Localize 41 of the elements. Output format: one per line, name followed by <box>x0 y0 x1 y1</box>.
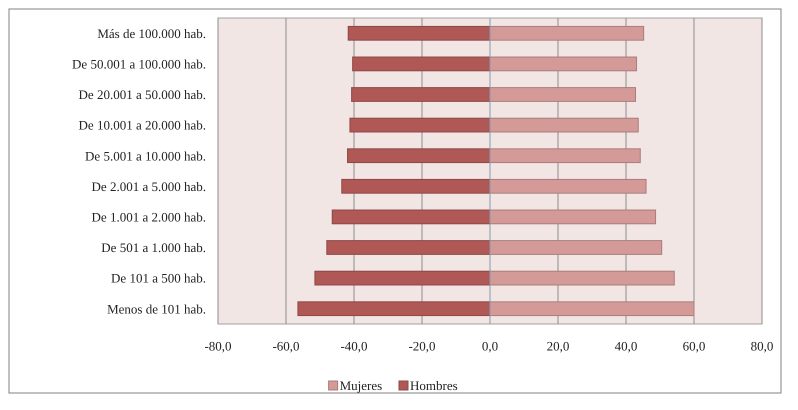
y-tick-label: De 2.001 a 5.000 hab. <box>92 178 206 194</box>
y-tick-label: Más de 100.000 hab. <box>97 26 206 41</box>
x-tick-label: 20,0 <box>546 338 570 354</box>
x-tick-label: 60,0 <box>682 338 706 354</box>
bar <box>490 148 641 164</box>
y-tick-label: De 20.001 a 50.000 hab. <box>78 87 206 102</box>
bar <box>490 118 639 132</box>
x-tick-label: 80,0 <box>750 338 774 354</box>
y-tick-label: De 501 a 1.000 hab. <box>101 240 206 256</box>
bar <box>352 56 490 72</box>
x-tick-label: 40,0 <box>614 338 638 354</box>
y-tick-label: De 10.001 a 20.000 hab. <box>78 118 206 133</box>
y-tick-label: Menos de 101 hab. <box>107 301 206 316</box>
bar <box>349 118 490 132</box>
bar <box>314 270 490 286</box>
bar <box>490 178 647 194</box>
y-tick-label: De 101 a 500 hab. <box>111 270 206 286</box>
bar <box>490 240 662 255</box>
x-tick-label: 0,0 <box>482 338 498 354</box>
bar <box>490 301 694 316</box>
bar <box>490 210 656 224</box>
x-tick-label: -20,0 <box>408 338 436 354</box>
x-tick-label: -60,0 <box>272 338 300 354</box>
bar <box>490 87 636 102</box>
y-tick-label: De 50.001 a 100.000 hab. <box>72 56 206 72</box>
bar <box>326 240 490 255</box>
legend-label: Mujeres <box>340 378 382 394</box>
bar <box>332 210 490 224</box>
bar <box>348 26 490 41</box>
y-tick-label: De 1.001 a 2.000 hab. <box>92 209 206 224</box>
bar <box>347 148 490 164</box>
bar <box>351 87 490 102</box>
bar <box>490 56 638 72</box>
x-tick-label: -40,0 <box>340 338 368 354</box>
bar <box>341 178 490 194</box>
bar <box>490 26 644 41</box>
y-tick-label: De 5.001 a 10.000 hab. <box>85 148 206 164</box>
legend-label: Hombres <box>410 378 458 394</box>
x-tick-label: -80,0 <box>204 338 232 354</box>
bar <box>490 270 675 286</box>
bar <box>297 301 490 316</box>
